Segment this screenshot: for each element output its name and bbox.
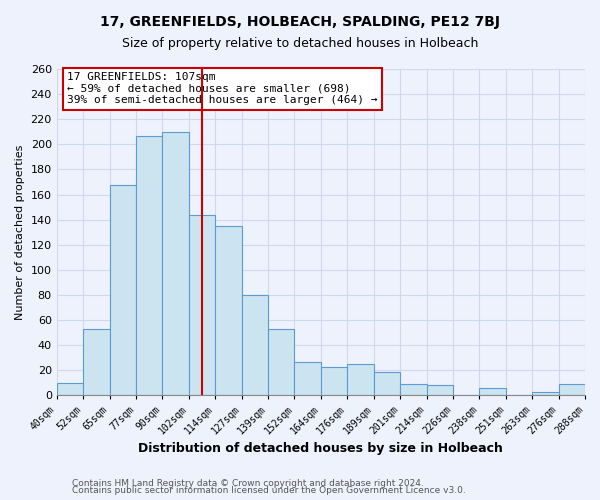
Text: Contains public sector information licensed under the Open Government Licence v3: Contains public sector information licen… bbox=[72, 486, 466, 495]
Bar bbox=[427, 386, 453, 396]
Bar bbox=[83, 329, 110, 396]
Bar bbox=[215, 226, 242, 396]
Bar bbox=[110, 184, 136, 396]
Bar bbox=[374, 372, 400, 396]
X-axis label: Distribution of detached houses by size in Holbeach: Distribution of detached houses by size … bbox=[139, 442, 503, 455]
Bar bbox=[295, 362, 321, 396]
Bar bbox=[56, 383, 83, 396]
Y-axis label: Number of detached properties: Number of detached properties bbox=[15, 144, 25, 320]
Bar bbox=[347, 364, 374, 396]
Bar bbox=[163, 132, 189, 396]
Bar bbox=[479, 388, 506, 396]
Bar bbox=[189, 214, 215, 396]
Text: Contains HM Land Registry data © Crown copyright and database right 2024.: Contains HM Land Registry data © Crown c… bbox=[72, 478, 424, 488]
Bar bbox=[400, 384, 427, 396]
Text: 17, GREENFIELDS, HOLBEACH, SPALDING, PE12 7BJ: 17, GREENFIELDS, HOLBEACH, SPALDING, PE1… bbox=[100, 15, 500, 29]
Bar bbox=[321, 366, 347, 396]
Bar bbox=[268, 329, 295, 396]
Bar bbox=[559, 384, 585, 396]
Bar bbox=[242, 295, 268, 396]
Text: 17 GREENFIELDS: 107sqm
← 59% of detached houses are smaller (698)
39% of semi-de: 17 GREENFIELDS: 107sqm ← 59% of detached… bbox=[67, 72, 378, 106]
Bar bbox=[136, 136, 163, 396]
Text: Size of property relative to detached houses in Holbeach: Size of property relative to detached ho… bbox=[122, 38, 478, 51]
Bar bbox=[532, 392, 559, 396]
